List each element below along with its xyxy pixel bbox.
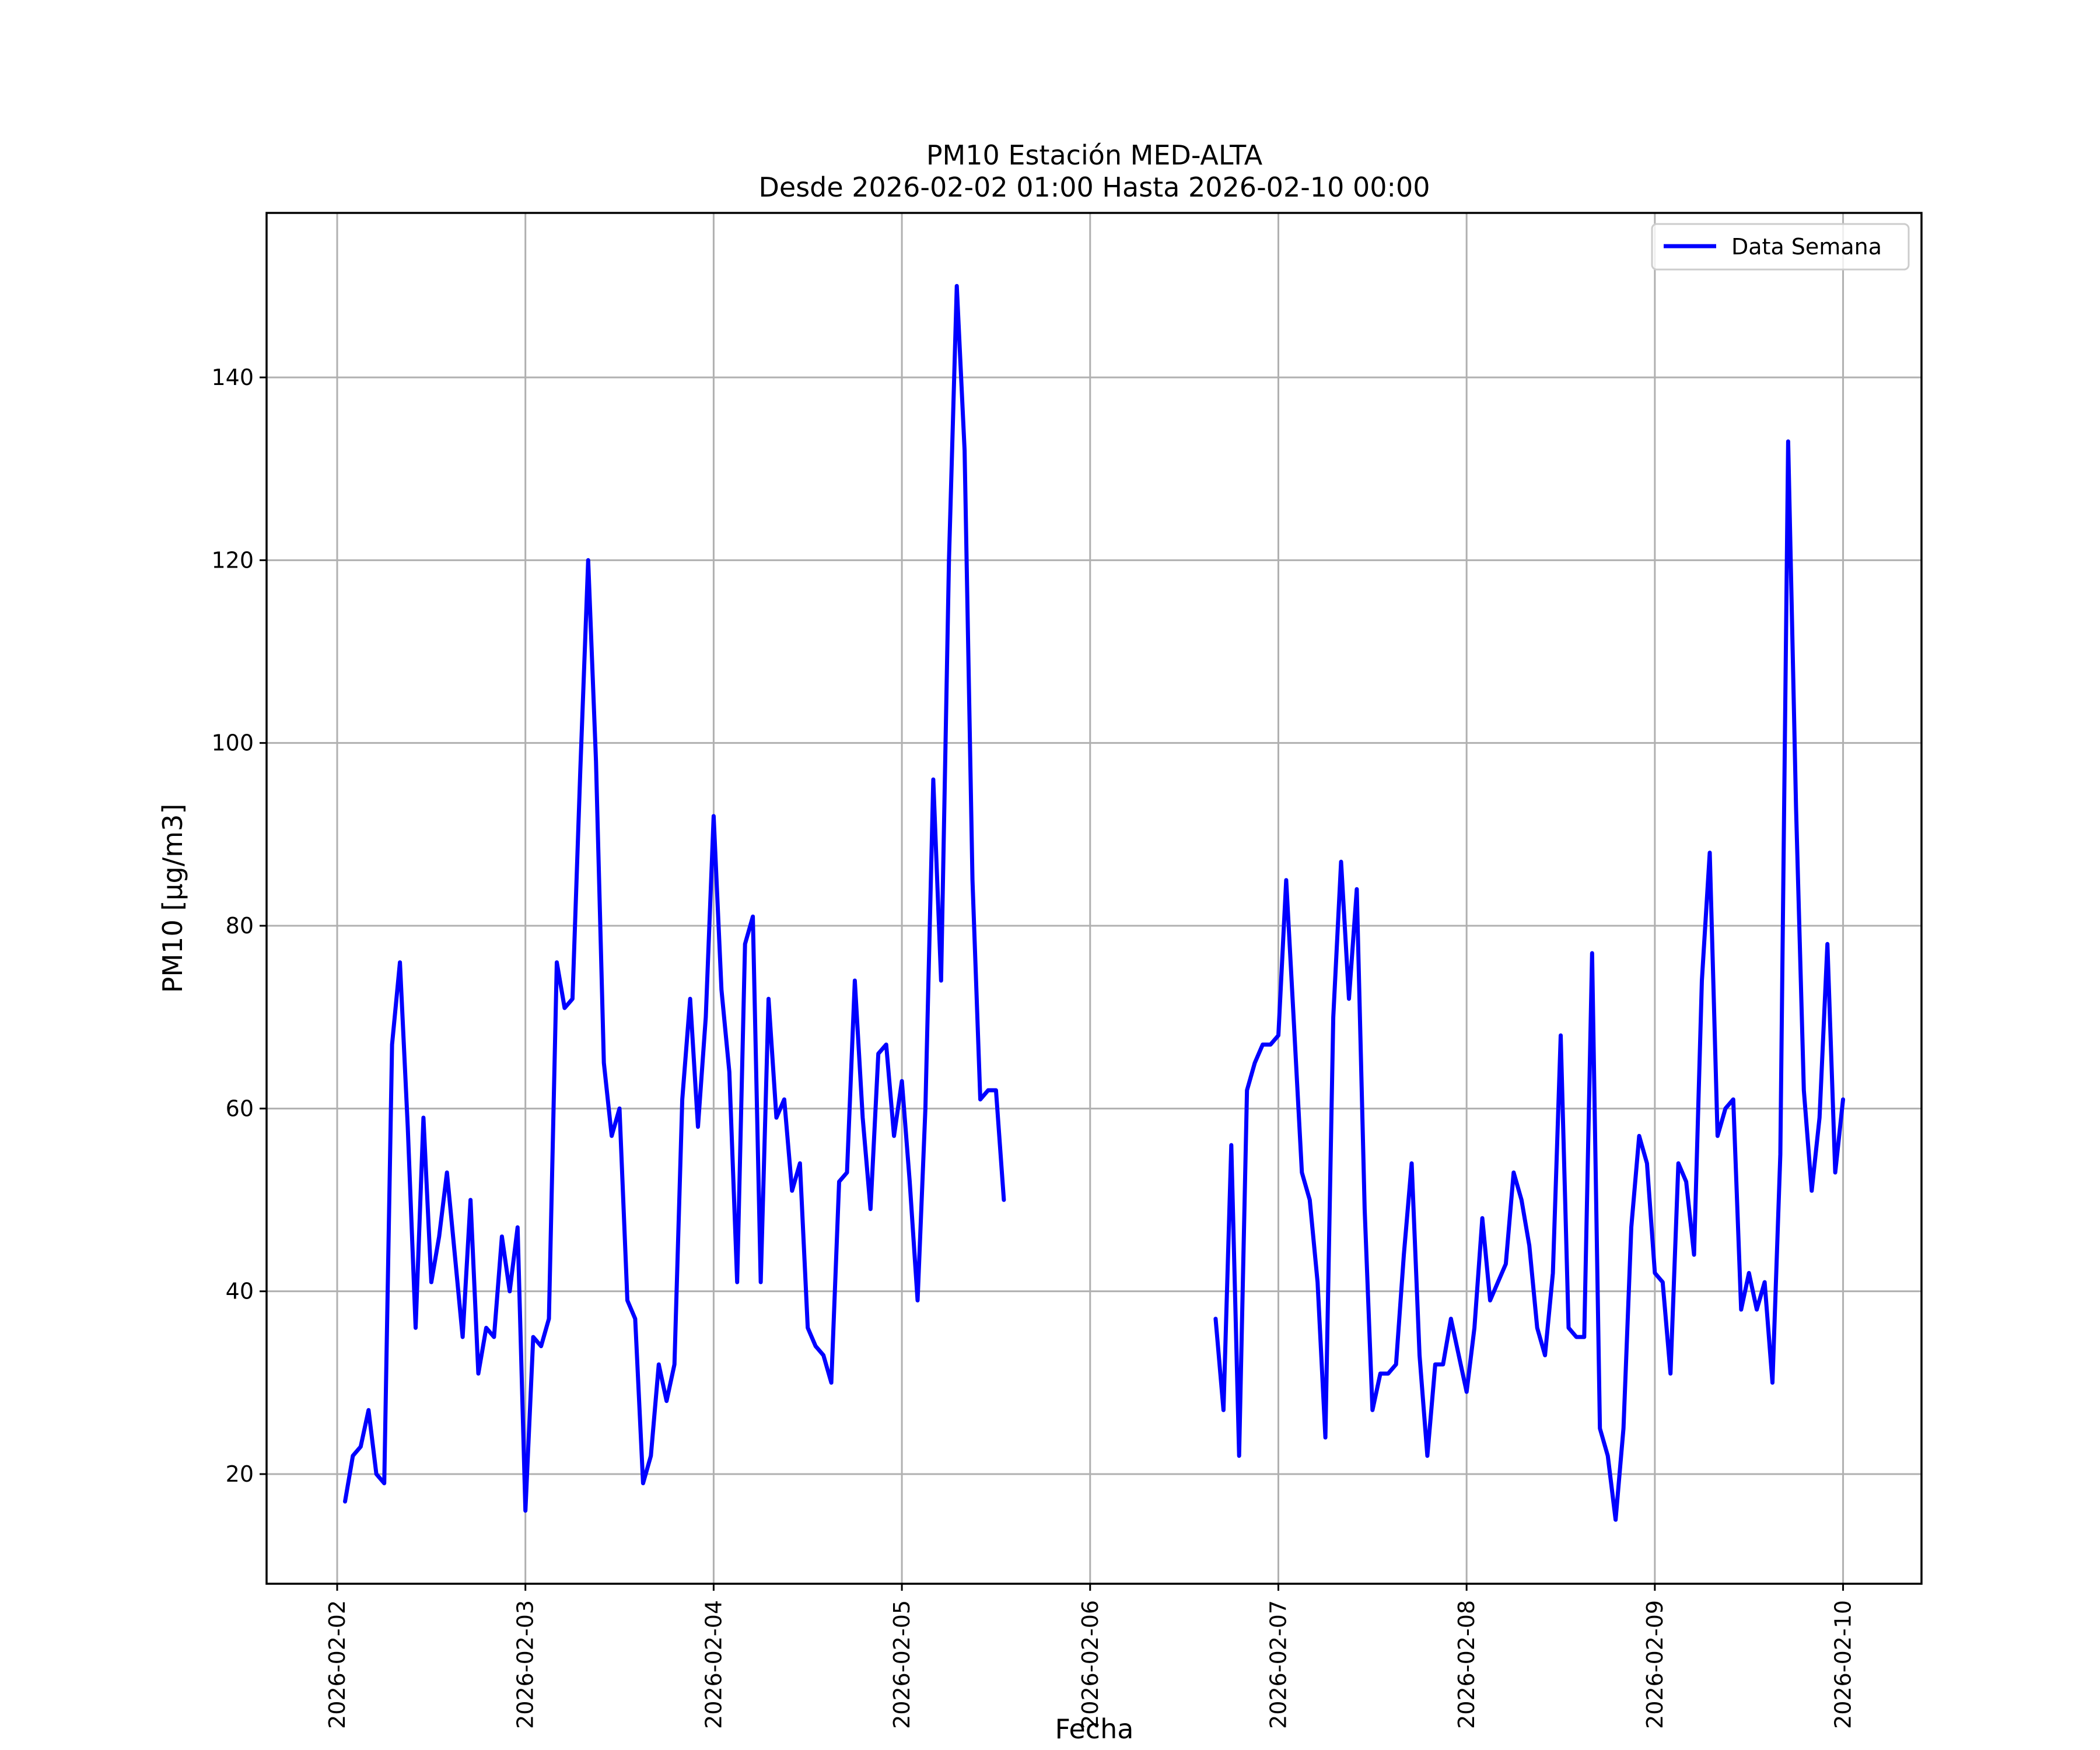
series-line-segment [343,284,1006,1513]
plot-frame [265,212,1923,1585]
x-axis-label: Fecha [1055,1713,1134,1745]
series-line-segment [1213,439,1845,1522]
y-tick-label: 100 [211,730,254,756]
x-tick-label: 2026-02-06 [1077,1600,1103,1729]
chart-subtitle: Desde 2026-02-02 01:00 Hasta 2026-02-10 … [758,172,1430,203]
y-tick-label: 120 [211,547,254,573]
x-tick-label: 2026-02-05 [889,1600,915,1729]
grid-lines [267,213,1922,1584]
x-tick-label: 2026-02-04 [701,1600,726,1729]
x-tick-label: 2026-02-09 [1642,1600,1668,1729]
legend-box [1651,223,1910,271]
axis-ticks: 2026-02-02 2026-02-03 2026-02-04 2026-02-05… [211,365,1856,1729]
series-data-semana [343,284,1845,1522]
y-tick-label: 60 [226,1096,254,1121]
x-tick-label: 2026-02-03 [513,1600,538,1729]
y-tick-label: 40 [226,1279,254,1304]
chart-title: PM10 Estación MED-ALTA [926,139,1263,171]
x-tick-label: 2026-02-08 [1454,1600,1479,1729]
y-tick-label: 20 [226,1461,254,1487]
x-tick-label: 2026-02-10 [1831,1600,1856,1729]
legend: Data Semana [1651,223,1910,271]
y-tick-label: 80 [226,913,254,939]
x-tick-label: 2026-02-02 [324,1600,350,1729]
y-tick-label: 140 [211,365,254,390]
legend-label-data-semana: Data Semana [1731,234,1882,260]
y-axis-label: PM10 [μg/m3] [157,804,188,993]
x-tick-label: 2026-02-07 [1265,1600,1291,1729]
